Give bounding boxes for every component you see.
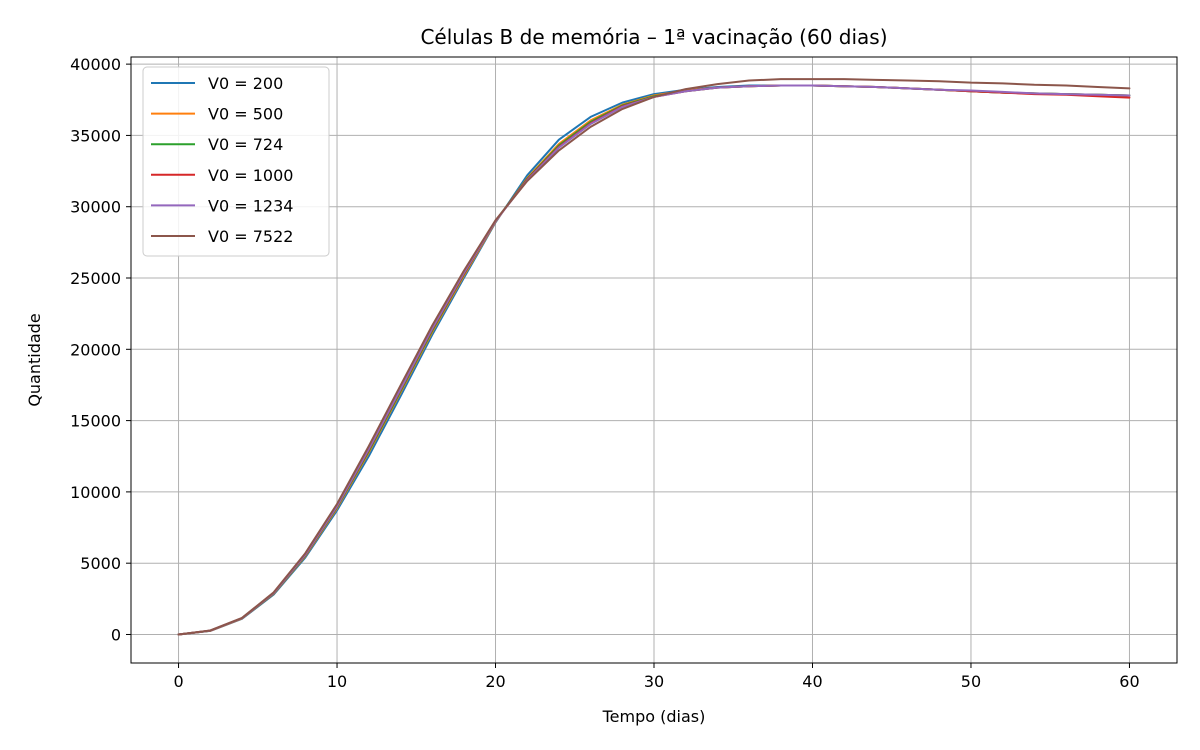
legend-label-1: V0 = 500 [208,105,283,124]
legend-label-4: V0 = 1234 [208,196,293,215]
y-tick-label: 40000 [70,55,121,74]
series-lines [177,78,1131,636]
x-tick-label: 20 [485,672,505,691]
x-tick-label: 50 [961,672,981,691]
y-tick-label: 15000 [70,412,121,431]
legend: V0 = 200 V0 = 500 V0 = 724 V0 = 1000 V0 = 12… [142,66,330,257]
x-tick-label: 30 [644,672,664,691]
chart-title: Células B de memória – 1ª vacinação (60 … [420,25,887,49]
y-tick-label: 20000 [70,340,121,359]
x-tick-label: 10 [327,672,347,691]
y-tick-label: 30000 [70,198,121,217]
legend-label-3: V0 = 1000 [208,166,293,185]
legend-label-5: V0 = 7522 [208,227,293,246]
x-tick-label: 60 [1119,672,1139,691]
x-axis-label: Tempo (dias) [602,707,706,726]
x-tick-label: 40 [802,672,822,691]
y-tick-label: 10000 [70,483,121,502]
legend-label-2: V0 = 724 [208,135,283,154]
y-tick-label: 5000 [80,554,121,573]
y-tick-label: 35000 [70,126,121,145]
y-tick-label: 0 [111,625,121,644]
axis-ticks: 0 10 20 30 40 50 60 0 5000 10000 15000 20000 25000 30… [70,55,1140,691]
y-axis-label: Quantidade [25,313,44,406]
y-tick-label: 25000 [70,269,121,288]
legend-label-0: V0 = 200 [208,74,283,93]
series-line-5 [177,78,1131,636]
grid [131,57,1177,663]
x-tick-label: 0 [173,672,183,691]
